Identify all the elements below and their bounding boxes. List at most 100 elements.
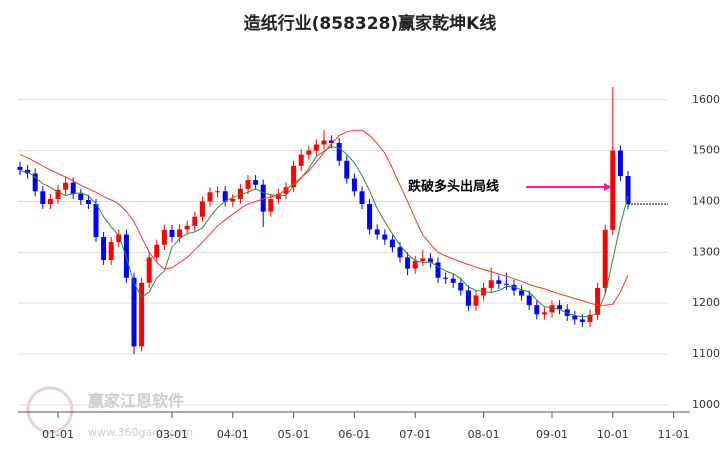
candle-body [40, 191, 46, 205]
candle-body [78, 193, 84, 200]
average-line [19, 145, 629, 318]
candle-body [458, 282, 464, 291]
watermark-url: www.360gann.com [88, 426, 193, 439]
candle-body [192, 216, 198, 226]
candle-body [344, 160, 350, 179]
candle-body [595, 287, 601, 315]
candle-body [587, 314, 593, 322]
candle-body [55, 189, 61, 199]
candle-body [291, 165, 297, 188]
candle-body [222, 191, 228, 202]
candle-body [169, 229, 175, 238]
candle-body [488, 280, 494, 288]
candle-body [131, 277, 137, 347]
candle-body [526, 295, 532, 306]
candle-body [230, 198, 236, 202]
candle-body [610, 150, 616, 230]
candle-body [473, 295, 479, 306]
candle-body [420, 258, 426, 261]
candle-body [184, 225, 190, 230]
candle-body [549, 305, 555, 313]
candle-body [154, 244, 160, 258]
x-tick-label: 05-01 [278, 428, 310, 441]
candle-body [313, 144, 319, 151]
candle-body [139, 282, 145, 347]
x-tick-label: 06-01 [338, 428, 370, 441]
candle-body [146, 257, 152, 283]
candle-body [199, 201, 205, 217]
candle-body [503, 283, 509, 285]
candle-body [245, 180, 251, 189]
candle-body [572, 315, 578, 320]
candle-body [465, 290, 471, 306]
y-tick-label: 1400 [692, 194, 720, 207]
candle-body [17, 166, 23, 170]
y-tick-label: 1200 [692, 296, 720, 309]
candle-body [253, 180, 259, 185]
candle-body [541, 312, 547, 315]
candle-body [321, 140, 327, 145]
candle-body [557, 305, 563, 310]
candle-body [435, 262, 441, 278]
candle-body [397, 247, 403, 258]
candle-body [177, 229, 183, 238]
x-tick-label: 11-01 [658, 428, 690, 441]
candle-body [617, 150, 623, 177]
candle-body [298, 154, 304, 166]
candle-body [579, 319, 585, 322]
candle-body [47, 198, 53, 205]
candle-body [625, 176, 631, 205]
candle-body [511, 284, 517, 291]
candle-body [101, 237, 107, 260]
candle-body [32, 173, 38, 192]
watermark-logo [26, 386, 74, 434]
annotation: 跌破多头出局线 [408, 179, 499, 195]
candle-body [359, 191, 365, 205]
candle-body [427, 258, 433, 263]
candle-body [306, 150, 312, 155]
candle-body [93, 204, 99, 238]
candle-body [443, 277, 449, 279]
chart-title: 造纸行业(858328)赢家乾坤K线 [244, 13, 497, 34]
x-tick-label: 08-01 [468, 428, 500, 441]
candle-body [108, 242, 114, 260]
x-tick-label: 04-01 [217, 428, 249, 441]
y-tick-label: 1600 [692, 93, 720, 106]
candle-body [116, 234, 122, 243]
candle-body [351, 178, 357, 192]
candle-body [389, 239, 395, 248]
candle-body [602, 229, 608, 288]
candle-body [374, 229, 380, 235]
y-tick-label: 1000 [692, 398, 720, 411]
x-tick-label: 03-01 [156, 428, 188, 441]
candle-body [63, 182, 69, 190]
candle-body [336, 142, 342, 161]
candle-body [70, 182, 76, 194]
watermark-text: 赢家江恩软件 [88, 392, 184, 411]
candle-body [405, 257, 411, 269]
candle-body [412, 260, 418, 269]
candle-body [367, 204, 373, 230]
x-tick-label: 09-01 [536, 428, 568, 441]
candle-body [564, 309, 570, 316]
candle-body [382, 234, 388, 240]
candle-body [85, 199, 91, 205]
x-tick-label: 07-01 [399, 428, 431, 441]
candle-body [161, 229, 167, 245]
candle-body [534, 305, 540, 315]
y-tick-label: 1500 [692, 144, 720, 157]
candle-body [519, 290, 525, 296]
candle-body [450, 278, 456, 283]
candle-body [268, 198, 274, 212]
average-line [19, 129, 629, 306]
x-tick-label: 10-01 [597, 428, 629, 441]
watermark: 赢家江恩软件 www.360gann.com [26, 386, 193, 439]
candle-body [215, 191, 221, 193]
y-tick-label: 1300 [692, 245, 720, 258]
candle-body [496, 280, 502, 284]
candle-body [260, 184, 266, 212]
candle-body [283, 187, 289, 194]
x-tick-label: 01-01 [42, 428, 74, 441]
arrow-head [604, 183, 612, 191]
